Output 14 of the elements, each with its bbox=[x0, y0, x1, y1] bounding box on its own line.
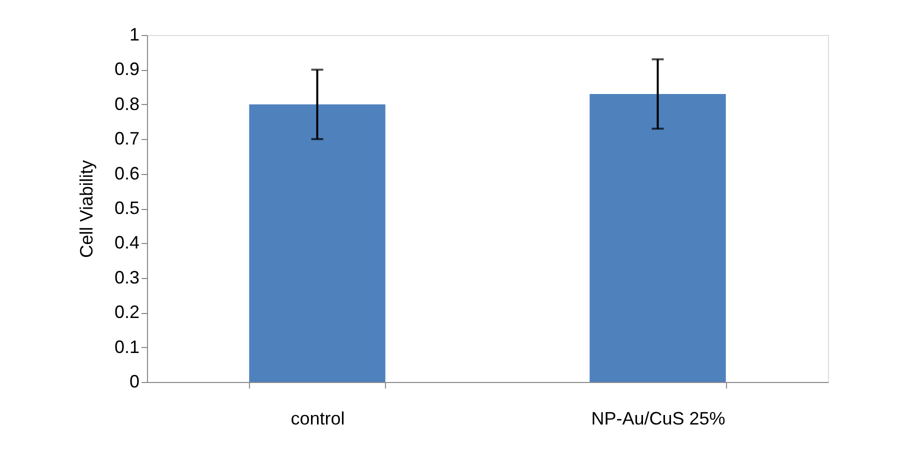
x-tick-label: NP-Au/CuS 25% bbox=[591, 408, 726, 428]
y-tick-label: 0.4 bbox=[114, 232, 140, 253]
y-tick-label: 0.1 bbox=[114, 336, 140, 357]
y-tick-label: 1 bbox=[129, 24, 140, 44]
y-axis-title: Cell Viability bbox=[76, 160, 96, 258]
y-tick-label: 0.2 bbox=[114, 302, 140, 322]
y-tick-label: 0.6 bbox=[114, 163, 140, 184]
y-tick-label: 0.5 bbox=[114, 198, 140, 218]
y-tick-label: 0 bbox=[129, 372, 140, 392]
y-tick-label: 0.8 bbox=[114, 94, 140, 114]
y-tick-label: 0.7 bbox=[114, 128, 140, 149]
y-tick-label: 0.9 bbox=[114, 59, 140, 80]
y-tick-label: 0.3 bbox=[114, 267, 140, 288]
x-tick-label: control bbox=[290, 408, 345, 428]
